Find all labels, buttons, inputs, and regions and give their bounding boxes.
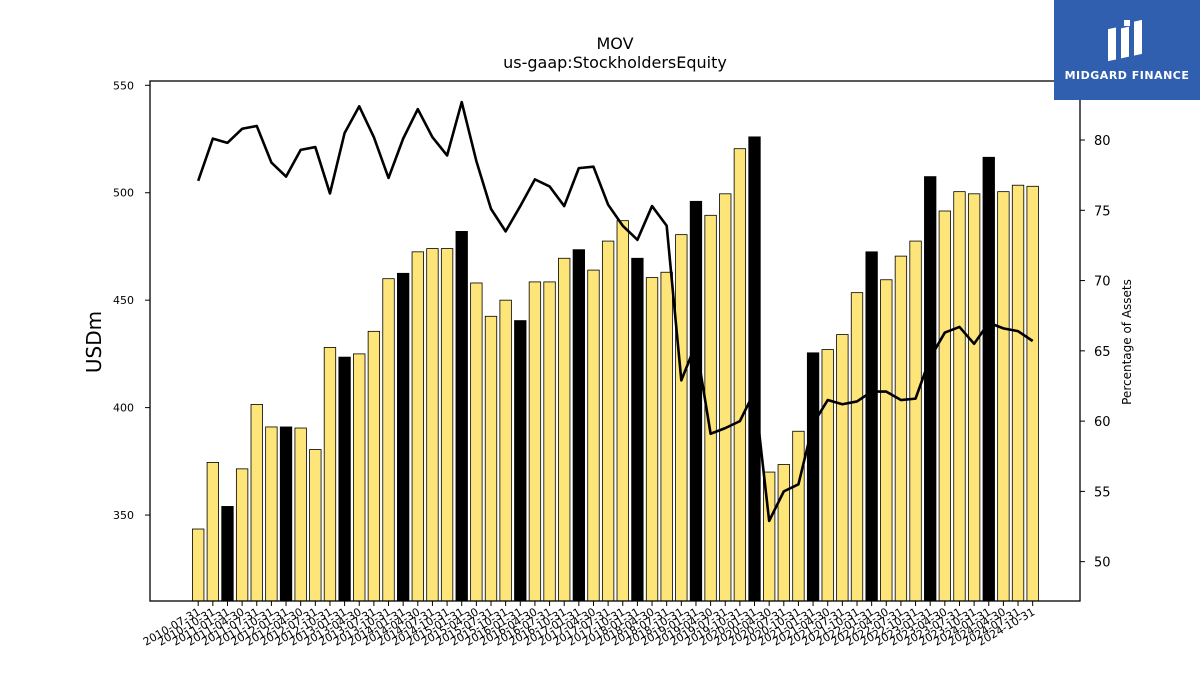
y2-tick-label: 80 bbox=[1094, 134, 1111, 149]
bar bbox=[426, 248, 439, 602]
y2-tick-label: 60 bbox=[1094, 415, 1111, 430]
bar bbox=[572, 249, 585, 602]
bar bbox=[850, 292, 864, 602]
bar bbox=[353, 353, 366, 602]
bar bbox=[235, 468, 249, 602]
y2-tick-label: 70 bbox=[1094, 275, 1111, 290]
line-series bbox=[196, 100, 1034, 523]
y-tick-label: 550 bbox=[113, 79, 134, 92]
bar bbox=[601, 240, 615, 602]
bar bbox=[967, 193, 981, 602]
bar bbox=[938, 210, 951, 602]
plot-frame bbox=[149, 80, 1081, 602]
y2-tick-label: 50 bbox=[1094, 556, 1111, 571]
bar bbox=[411, 251, 424, 602]
bar bbox=[836, 334, 849, 602]
logo-text: MIDGARD FINANCE bbox=[1064, 69, 1190, 82]
bar bbox=[924, 176, 937, 602]
bar bbox=[514, 320, 527, 602]
bar bbox=[367, 330, 381, 602]
y2-tick-label: 55 bbox=[1094, 485, 1111, 500]
bar bbox=[323, 347, 337, 602]
bar bbox=[440, 248, 454, 602]
bar bbox=[397, 272, 410, 602]
bar bbox=[806, 352, 820, 602]
bar bbox=[528, 281, 542, 602]
y2-tick-label: 75 bbox=[1094, 204, 1111, 219]
bar bbox=[309, 449, 322, 602]
y-tick-label: 350 bbox=[113, 509, 134, 522]
bar bbox=[294, 427, 307, 602]
bar bbox=[821, 349, 834, 602]
y-axis-label: USDm bbox=[82, 311, 106, 373]
bar bbox=[982, 156, 995, 602]
bar bbox=[865, 251, 878, 602]
bar bbox=[470, 282, 483, 602]
bar bbox=[499, 299, 512, 602]
bar bbox=[733, 148, 747, 602]
y-tick-label: 500 bbox=[113, 187, 134, 200]
percentage-line bbox=[196, 100, 1034, 523]
bar bbox=[631, 257, 644, 602]
bar bbox=[265, 426, 278, 602]
bar bbox=[894, 255, 908, 602]
y2-tick-label: 65 bbox=[1094, 345, 1111, 360]
bar bbox=[587, 269, 600, 602]
bar bbox=[338, 356, 351, 602]
bar bbox=[455, 231, 468, 602]
bar bbox=[484, 315, 498, 602]
bar bbox=[953, 191, 966, 602]
bar bbox=[675, 234, 688, 602]
bar bbox=[909, 240, 922, 602]
chart-subtitle: us-gaap:StockholdersEquity bbox=[503, 53, 727, 72]
bar bbox=[719, 193, 732, 602]
bar bbox=[250, 403, 263, 602]
brand-logo: MIDGARD FINANCE bbox=[1054, 0, 1200, 100]
y2-axis-label: Percentage of Assets bbox=[1120, 279, 1134, 405]
bar bbox=[660, 271, 673, 602]
axes: 350400450500550505560657075802010-07-312… bbox=[113, 79, 1111, 648]
bar bbox=[1011, 184, 1025, 602]
bar bbox=[192, 528, 205, 602]
bar bbox=[777, 464, 790, 602]
bar bbox=[279, 426, 293, 602]
bar bbox=[558, 257, 571, 602]
bar bbox=[748, 136, 761, 602]
bar bbox=[645, 277, 659, 602]
bar bbox=[880, 279, 893, 602]
bar bbox=[792, 430, 805, 602]
bar bbox=[616, 220, 629, 602]
midgard-logo-icon bbox=[1108, 19, 1142, 62]
bar bbox=[689, 200, 703, 602]
bar bbox=[543, 281, 556, 602]
bar bbox=[382, 278, 395, 602]
bar bbox=[221, 506, 234, 602]
bar bbox=[997, 191, 1010, 602]
bar bbox=[1026, 185, 1039, 602]
y-tick-label: 450 bbox=[113, 294, 134, 307]
y-tick-label: 400 bbox=[113, 402, 134, 415]
bar-series bbox=[192, 136, 1039, 602]
bar bbox=[206, 461, 219, 602]
chart-title: MOV bbox=[596, 34, 633, 53]
